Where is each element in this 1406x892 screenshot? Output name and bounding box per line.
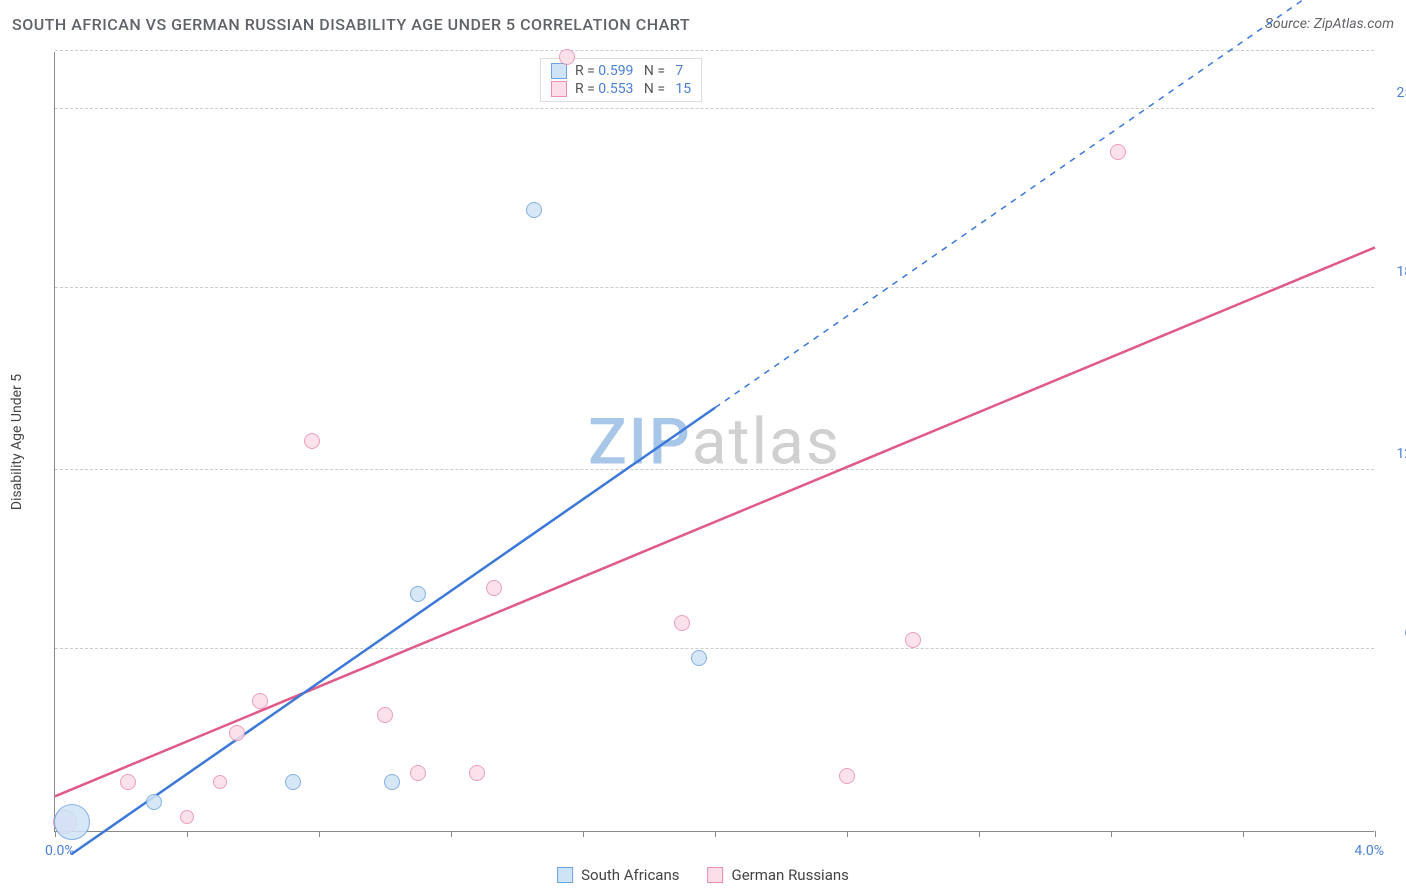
scatter-point (213, 775, 227, 789)
scatter-point (839, 768, 855, 784)
scatter-point (304, 433, 320, 449)
scatter-point (905, 632, 921, 648)
scatter-point (377, 707, 393, 723)
x-tick (187, 831, 188, 837)
scatter-point (54, 804, 90, 840)
x-tick (451, 831, 452, 837)
series-legend: South Africans German Russians (557, 866, 849, 884)
y-tick-label: 18.8% (1379, 264, 1406, 280)
scatter-chart: Disability Age Under 5 ZIPatlas R = 0.59… (54, 52, 1374, 832)
trend-line (55, 247, 1375, 796)
scatter-point (410, 586, 426, 602)
source-name: ZipAtlas.com (1314, 16, 1394, 32)
trend-line (715, 0, 1375, 408)
y-tick-label: 12.5% (1379, 446, 1406, 462)
x-tick (1243, 831, 1244, 837)
scatter-point (674, 615, 690, 631)
x-axis-max-label: 4.0% (1354, 843, 1384, 859)
scatter-point (285, 774, 301, 790)
scatter-point (146, 794, 162, 810)
scatter-point (486, 580, 502, 596)
scatter-point (410, 765, 426, 781)
scatter-point (526, 202, 542, 218)
x-tick (847, 831, 848, 837)
scatter-point (469, 765, 485, 781)
y-tick-label: 6.3% (1379, 625, 1406, 641)
scatter-point (691, 650, 707, 666)
y-axis-label: Disability Age Under 5 (9, 373, 25, 509)
legend-swatch (557, 867, 573, 883)
scatter-point (1110, 144, 1126, 160)
scatter-point (252, 693, 268, 709)
trend-overlay (55, 51, 1375, 831)
x-tick (1375, 831, 1376, 837)
x-axis-min-label: 0.0% (45, 843, 75, 859)
legend-item: South Africans (557, 866, 679, 884)
legend-series-name: South Africans (581, 866, 679, 884)
x-tick (319, 831, 320, 837)
legend-series-name: German Russians (731, 866, 848, 884)
scatter-point (120, 774, 136, 790)
scatter-point (180, 810, 194, 824)
legend-item: German Russians (707, 866, 848, 884)
x-tick (715, 831, 716, 837)
source-attribution: Source: ZipAtlas.com (1265, 16, 1394, 32)
scatter-point (229, 725, 245, 741)
source-prefix: Source: (1265, 16, 1314, 32)
chart-title: SOUTH AFRICAN VS GERMAN RUSSIAN DISABILI… (12, 15, 690, 34)
y-tick-label: 25.0% (1379, 85, 1406, 101)
chart-header: SOUTH AFRICAN VS GERMAN RUSSIAN DISABILI… (0, 0, 1406, 48)
legend-swatch (707, 867, 723, 883)
scatter-point (559, 49, 575, 65)
x-tick (1111, 831, 1112, 837)
x-tick (583, 831, 584, 837)
x-tick (979, 831, 980, 837)
scatter-point (384, 774, 400, 790)
